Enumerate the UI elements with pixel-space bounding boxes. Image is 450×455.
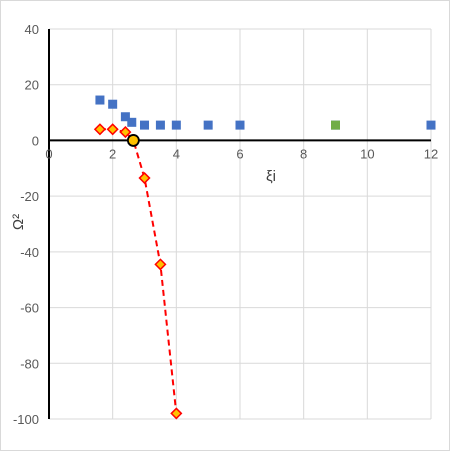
x-tick-label: 10 [360, 146, 374, 161]
highlighted-square-point [331, 120, 340, 130]
y-tick-label: -60 [20, 301, 39, 316]
x-tick-label: 12 [424, 146, 438, 161]
y-tick-label: 20 [25, 78, 39, 93]
square-data-point [203, 120, 213, 130]
square-data-point [140, 120, 149, 130]
x-tick-label: 4 [173, 146, 180, 161]
y-tick-label: -100 [13, 412, 39, 427]
highlighted-circle-point [126, 134, 140, 147]
y-axis-title: Ω² [10, 214, 27, 230]
y-tick-label: -40 [20, 245, 39, 260]
square-data-point [120, 112, 130, 122]
tick-labels: 0 2 4 6 8 10 12 40 20 0 -20 -40 -60 -80 -100 [13, 22, 438, 427]
x-tick-label: 2 [109, 146, 116, 161]
diamond-data-point [138, 171, 151, 185]
square-data-point [155, 120, 165, 130]
axes [48, 29, 431, 419]
diamond-data-point [106, 123, 119, 136]
x-tick-label: 6 [236, 146, 243, 161]
x-tick-label: 8 [300, 146, 307, 161]
gridlines [49, 28, 432, 420]
square-data-point [95, 95, 105, 105]
y-tick-label: 0 [32, 133, 39, 148]
square-data-point [171, 120, 181, 130]
diamond-data-point [119, 126, 132, 139]
y-tick-label: -20 [20, 189, 39, 204]
square-data-point [108, 99, 118, 109]
diamond-data-point [170, 407, 183, 420]
series-dashed-line [99, 128, 178, 414]
square-data-point [127, 117, 137, 127]
y-tick-label: 40 [25, 22, 39, 37]
data-series [93, 95, 436, 420]
diamond-data-point [93, 123, 106, 136]
square-data-point [426, 120, 436, 130]
square-data-point [235, 120, 245, 130]
diamond-data-point [154, 258, 167, 271]
x-tick-label: 0 [45, 146, 52, 161]
x-axis-title: ξi [266, 168, 276, 185]
y-tick-label: -80 [20, 356, 39, 371]
